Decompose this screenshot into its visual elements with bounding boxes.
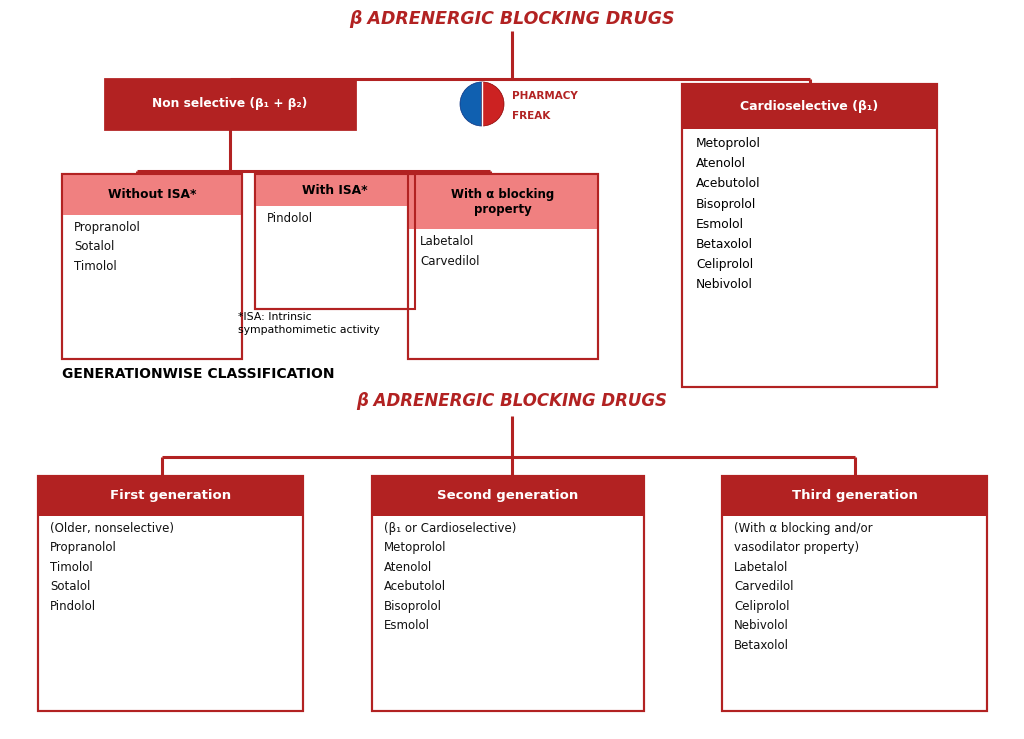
Bar bbox=[62, 174, 242, 359]
Bar bbox=[408, 174, 598, 359]
Text: Without ISA*: Without ISA* bbox=[108, 188, 197, 201]
Text: (With α blocking and/or
vasodilator property)
Labetalol
Carvedilol
Celiprolol
Ne: (With α blocking and/or vasodilator prop… bbox=[734, 522, 872, 652]
Text: β ADRENERGIC BLOCKING DRUGS: β ADRENERGIC BLOCKING DRUGS bbox=[349, 10, 675, 28]
Bar bbox=[682, 84, 937, 129]
Bar bbox=[372, 476, 644, 711]
Bar bbox=[682, 84, 937, 387]
Text: PHARMACY: PHARMACY bbox=[512, 91, 578, 101]
Text: Propranolol
Sotalol
Timolol: Propranolol Sotalol Timolol bbox=[74, 221, 141, 273]
Text: β ADRENERGIC BLOCKING DRUGS: β ADRENERGIC BLOCKING DRUGS bbox=[356, 392, 668, 410]
Bar bbox=[722, 476, 987, 516]
Bar bbox=[408, 174, 598, 359]
Bar bbox=[105, 79, 355, 129]
Text: Third generation: Third generation bbox=[792, 489, 918, 503]
Text: First generation: First generation bbox=[110, 489, 231, 503]
Bar bbox=[255, 174, 415, 206]
Bar bbox=[62, 174, 242, 359]
Bar bbox=[722, 476, 987, 711]
Text: *ISA: Intrinsic
sympathomimetic activity: *ISA: Intrinsic sympathomimetic activity bbox=[238, 312, 380, 336]
Wedge shape bbox=[460, 82, 482, 126]
Text: (Older, nonselective)
Propranolol
Timolol
Sotalol
Pindolol: (Older, nonselective) Propranolol Timolo… bbox=[50, 522, 174, 613]
Bar bbox=[408, 174, 598, 230]
Text: Second generation: Second generation bbox=[437, 489, 579, 503]
Bar bbox=[62, 174, 242, 215]
Text: Non selective (β₁ + β₂): Non selective (β₁ + β₂) bbox=[153, 98, 307, 111]
Bar bbox=[38, 476, 303, 516]
Bar bbox=[255, 174, 415, 309]
Text: Metoprolol
Atenolol
Acebutolol
Bisoprolol
Esmolol
Betaxolol
Celiprolol
Nebivolol: Metoprolol Atenolol Acebutolol Bisoprolo… bbox=[696, 137, 761, 291]
Text: GENERATIONWISE CLASSIFICATION: GENERATIONWISE CLASSIFICATION bbox=[62, 367, 335, 381]
Bar bbox=[722, 476, 987, 711]
Text: With ISA*: With ISA* bbox=[302, 184, 368, 197]
Bar bbox=[372, 476, 644, 711]
Text: Labetalol
Carvedilol: Labetalol Carvedilol bbox=[420, 236, 479, 268]
Bar bbox=[255, 174, 415, 309]
Text: FREAK: FREAK bbox=[512, 111, 550, 121]
Wedge shape bbox=[482, 82, 504, 126]
Text: Cardioselective (β₁): Cardioselective (β₁) bbox=[740, 100, 879, 113]
Bar bbox=[682, 84, 937, 387]
Bar bbox=[372, 476, 644, 516]
Text: (β₁ or Cardioselective)
Metoprolol
Atenolol
Acebutolol
Bisoprolol
Esmolol: (β₁ or Cardioselective) Metoprolol Ateno… bbox=[384, 522, 516, 633]
Bar bbox=[38, 476, 303, 711]
Text: Pindolol: Pindolol bbox=[267, 212, 313, 225]
Text: With α blocking
property: With α blocking property bbox=[452, 188, 555, 216]
Bar bbox=[38, 476, 303, 711]
